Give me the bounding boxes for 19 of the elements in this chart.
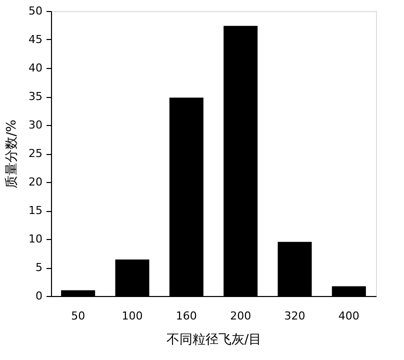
y-tick-label: 40 xyxy=(28,62,42,74)
x-axis-title: 不同粒径飞灰/目 xyxy=(166,332,262,348)
x-tick-label: 200 xyxy=(230,310,252,322)
x-tick-label: 100 xyxy=(122,310,143,322)
x-tick-label: 400 xyxy=(338,310,360,322)
x-tick-label: 160 xyxy=(176,310,197,322)
y-tick-label: 35 xyxy=(28,90,42,103)
y-tick-label: 30 xyxy=(28,118,42,132)
y-tick-label: 20 xyxy=(28,176,42,188)
x-tick-label: 320 xyxy=(284,310,306,322)
y-tick-label: 10 xyxy=(28,232,42,246)
y-tick-label: 45 xyxy=(28,33,42,46)
y-axis-title: 质量分数/% xyxy=(4,120,20,188)
y-tick-label: 5 xyxy=(36,261,42,274)
y-tick-label: 25 xyxy=(28,147,42,160)
x-tick-label: 50 xyxy=(71,310,86,322)
y-tick-label: 50 xyxy=(28,4,42,18)
y-tick-label: 0 xyxy=(36,290,42,302)
y-tick-label: 15 xyxy=(28,204,42,217)
